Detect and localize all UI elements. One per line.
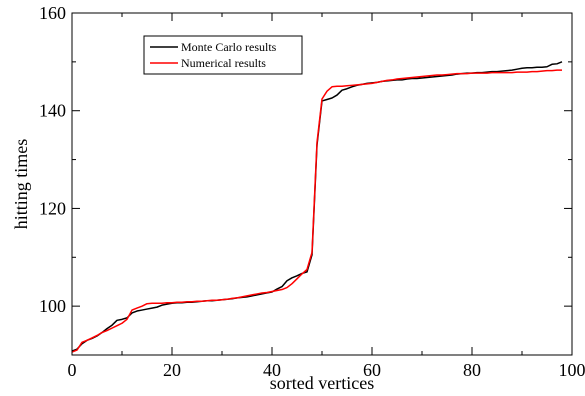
x-axis-label: sorted vertices bbox=[270, 373, 374, 393]
x-tick-label: 40 bbox=[263, 360, 281, 380]
axis-layer: 0 20 40 60 80 100 100 120 140 160 bbox=[39, 3, 585, 380]
legend-label-monte-carlo: Monte Carlo results bbox=[181, 40, 277, 54]
y-axis-label: hitting times bbox=[11, 139, 31, 230]
x-tick-label: 100 bbox=[559, 360, 585, 380]
y-tick-label: 160 bbox=[39, 3, 66, 23]
series-layer bbox=[71, 61, 563, 353]
series-line-0 bbox=[71, 61, 563, 352]
legend: Monte Carlo results Numerical results bbox=[143, 35, 303, 75]
x-tick-label: 20 bbox=[163, 360, 181, 380]
y-tick-label: 100 bbox=[39, 296, 66, 316]
legend-box bbox=[143, 35, 303, 75]
series-line-1 bbox=[71, 69, 562, 353]
x-tick-label: 60 bbox=[363, 360, 381, 380]
x-tick-label: 80 bbox=[463, 360, 481, 380]
legend-label-numerical: Numerical results bbox=[181, 56, 266, 70]
y-tick-label: 140 bbox=[39, 101, 66, 121]
y-tick-label: 120 bbox=[39, 198, 66, 218]
x-tick-label: 0 bbox=[68, 360, 77, 380]
